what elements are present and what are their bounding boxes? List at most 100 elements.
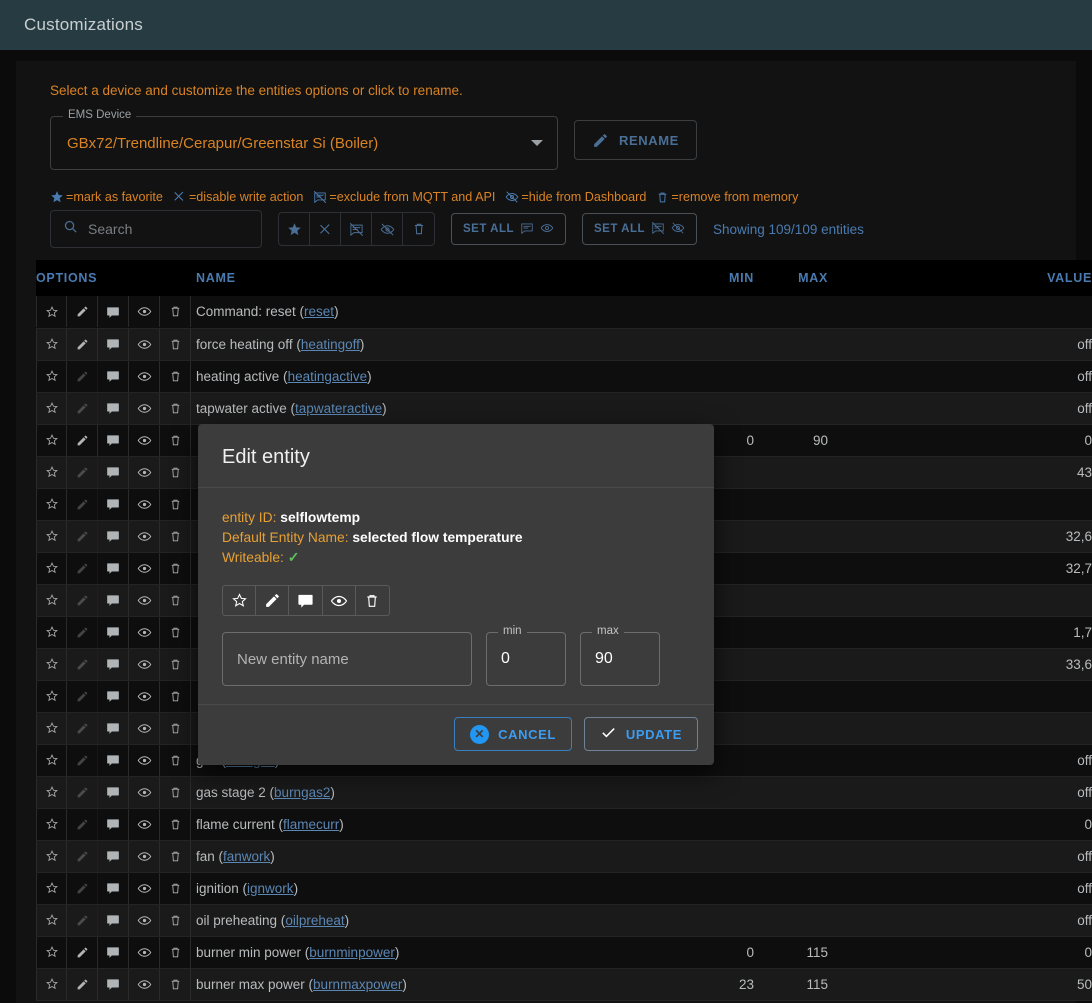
eye-icon[interactable] — [129, 488, 160, 520]
table-row[interactable]: burner max power (burnmaxpower) 23 115 50 — [36, 968, 1092, 1001]
comment-icon[interactable] — [98, 776, 129, 808]
set-all-exclude-hide-button[interactable]: SET ALL — [582, 213, 697, 245]
eye-icon[interactable] — [129, 296, 160, 328]
table-row[interactable]: force heating off (heatingoff) off — [36, 328, 1092, 361]
pencil-icon[interactable] — [67, 968, 98, 1000]
comment-icon[interactable] — [98, 584, 129, 616]
pencil-icon[interactable] — [67, 360, 98, 392]
comment-icon[interactable] — [98, 424, 129, 456]
comment-icon[interactable] — [98, 808, 129, 840]
trash-icon[interactable] — [160, 712, 191, 744]
trash-icon[interactable] — [160, 584, 191, 616]
star-outline-icon[interactable] — [36, 488, 67, 520]
trash-icon[interactable] — [160, 680, 191, 712]
table-row[interactable]: flame current (flamecurr) 0 — [36, 808, 1092, 841]
star-outline-icon[interactable] — [36, 872, 67, 904]
comment-icon[interactable] — [98, 648, 129, 680]
column-header-max[interactable]: MAX — [754, 260, 828, 296]
pencil-icon[interactable] — [67, 520, 98, 552]
star-outline-icon[interactable] — [36, 776, 67, 808]
pencil-icon[interactable] — [67, 872, 98, 904]
pencil-icon[interactable] — [67, 584, 98, 616]
eye-icon[interactable] — [129, 360, 160, 392]
star-outline-icon[interactable] — [36, 360, 67, 392]
comment-icon[interactable] — [98, 488, 129, 520]
comment-icon[interactable] — [98, 712, 129, 744]
pencil-icon[interactable] — [67, 680, 98, 712]
star-outline-icon[interactable] — [36, 392, 67, 424]
row-name-cell[interactable]: gas stage 2 (burngas2) — [196, 776, 670, 809]
row-name-cell[interactable]: Command: reset (reset) — [196, 296, 670, 329]
pencil-icon[interactable] — [67, 808, 98, 840]
row-name-cell[interactable]: burner min power (burnminpower) — [196, 936, 670, 969]
entity-id-link[interactable]: heatingactive — [287, 368, 368, 384]
comment-icon[interactable] — [98, 296, 129, 328]
entity-id-link[interactable]: burnminpower — [309, 944, 395, 960]
star-outline-icon[interactable] — [36, 712, 67, 744]
star-outline-icon[interactable] — [36, 424, 67, 456]
trash-icon[interactable] — [160, 776, 191, 808]
comment-icon[interactable] — [98, 936, 129, 968]
table-row[interactable]: tapwater active (tapwateractive) off — [36, 392, 1092, 425]
star-outline-icon[interactable] — [36, 296, 67, 328]
new-entity-name-input[interactable]: New entity name — [222, 632, 472, 686]
table-row[interactable]: heating active (heatingactive) off — [36, 360, 1092, 393]
entity-id-link[interactable]: flamecurr — [283, 816, 340, 832]
eye-icon[interactable] — [129, 904, 160, 936]
star-outline-icon[interactable] — [36, 328, 67, 360]
pencil-icon[interactable] — [67, 296, 98, 328]
eye-icon[interactable] — [129, 872, 160, 904]
comment-icon[interactable] — [98, 456, 129, 488]
eye-icon[interactable] — [129, 648, 160, 680]
comment-icon[interactable] — [98, 904, 129, 936]
trash-icon[interactable] — [160, 904, 191, 936]
chevron-down-icon[interactable] — [531, 140, 543, 146]
entity-id-link[interactable]: burnmaxpower — [313, 976, 403, 992]
eye-icon[interactable] — [129, 840, 160, 872]
pencil-icon[interactable] — [67, 776, 98, 808]
pencil-icon[interactable] — [67, 552, 98, 584]
pencil-icon[interactable] — [67, 328, 98, 360]
row-name-cell[interactable]: oil preheating (oilpreheat) — [196, 904, 670, 937]
trash-icon[interactable] — [160, 424, 191, 456]
trash-icon[interactable] — [160, 936, 191, 968]
eye-icon[interactable] — [129, 776, 160, 808]
column-header-value[interactable]: VALUE — [828, 260, 1092, 296]
eye-icon[interactable] — [129, 968, 160, 1000]
pencil-icon[interactable] — [67, 456, 98, 488]
star-outline-icon[interactable] — [36, 744, 67, 776]
eye-icon[interactable] — [129, 552, 160, 584]
trash-icon[interactable] — [160, 488, 191, 520]
row-name-cell[interactable]: tapwater active (tapwateractive) — [196, 392, 670, 425]
table-row[interactable]: burner min power (burnminpower) 0 115 0 — [36, 936, 1092, 969]
star-outline-icon[interactable] — [36, 968, 67, 1000]
row-name-cell[interactable]: ignition (ignwork) — [196, 872, 670, 905]
pencil-icon[interactable] — [67, 744, 98, 776]
trash-icon[interactable] — [160, 520, 191, 552]
eye-off-icon[interactable] — [372, 213, 403, 245]
entity-id-link[interactable]: heatingoff — [300, 336, 360, 352]
comment-icon[interactable] — [98, 520, 129, 552]
eye-icon[interactable] — [129, 712, 160, 744]
star-outline-icon[interactable] — [36, 808, 67, 840]
row-name-cell[interactable]: fan (fanwork) — [196, 840, 670, 873]
search-input[interactable]: Search — [50, 210, 262, 248]
comment-icon[interactable] — [98, 552, 129, 584]
star-outline-icon[interactable] — [36, 648, 67, 680]
eye-icon[interactable] — [323, 586, 356, 615]
entity-id-link[interactable]: oilpreheat — [285, 912, 345, 928]
star-outline-icon[interactable] — [36, 552, 67, 584]
comment-icon[interactable] — [98, 392, 129, 424]
pencil-icon[interactable] — [67, 840, 98, 872]
comment-icon[interactable] — [289, 586, 323, 615]
trash-icon[interactable] — [160, 872, 191, 904]
comment-icon[interactable] — [98, 328, 129, 360]
trash-icon[interactable] — [160, 744, 191, 776]
star-filled-icon[interactable] — [279, 213, 310, 245]
eye-icon[interactable] — [129, 520, 160, 552]
pencil-icon[interactable] — [67, 648, 98, 680]
eye-icon[interactable] — [129, 680, 160, 712]
trash-icon[interactable] — [160, 392, 191, 424]
exclude-mqtt-icon[interactable] — [341, 213, 372, 245]
eye-icon[interactable] — [129, 392, 160, 424]
